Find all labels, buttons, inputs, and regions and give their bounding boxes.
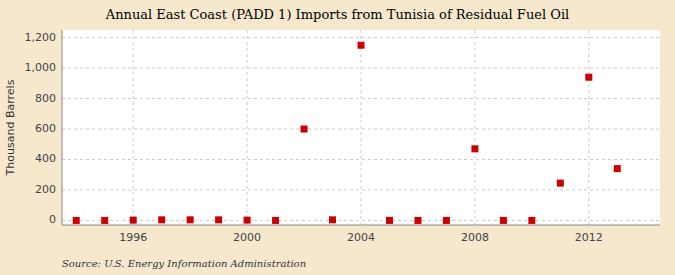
grid-line xyxy=(133,30,134,225)
annotation: Source: U.S. Energy Information Administ… xyxy=(62,258,306,269)
y-tick-label: 600 xyxy=(35,122,56,135)
point xyxy=(557,180,564,187)
y-axis-line xyxy=(62,30,63,225)
point xyxy=(329,216,336,223)
grid xyxy=(62,30,660,225)
point xyxy=(244,217,251,224)
point xyxy=(358,42,365,49)
point xyxy=(73,217,80,224)
point xyxy=(500,217,507,224)
point xyxy=(386,217,393,224)
grid-line xyxy=(247,30,248,225)
point xyxy=(614,165,621,172)
y-tick-label: 1,000 xyxy=(25,61,57,74)
point xyxy=(471,145,478,152)
grid-line xyxy=(588,30,589,225)
x-axis-line xyxy=(62,225,660,226)
point xyxy=(187,216,194,223)
point xyxy=(301,126,308,133)
point xyxy=(101,217,108,224)
y-tick-label: 1,200 xyxy=(25,31,57,44)
points xyxy=(73,42,621,224)
y-tick-label: 400 xyxy=(35,152,56,165)
point xyxy=(272,217,279,224)
grid-line xyxy=(62,220,660,221)
point xyxy=(528,217,535,224)
y-axis-label: Thousand Barrels xyxy=(4,79,17,176)
x-tick-label: 2004 xyxy=(347,231,375,244)
background xyxy=(0,0,675,275)
plot-area xyxy=(62,30,660,225)
x-tick-label: 2012 xyxy=(575,231,603,244)
grid-line xyxy=(62,159,660,160)
y-tick-label: 200 xyxy=(35,183,56,196)
point xyxy=(585,74,592,81)
title: Annual East Coast (PADD 1) Imports from … xyxy=(105,7,569,22)
y-tick-label: 0 xyxy=(49,213,56,226)
x-tick-label: 2008 xyxy=(461,231,489,244)
point xyxy=(215,216,222,223)
point xyxy=(158,216,165,223)
y-tick-label: 800 xyxy=(35,92,56,105)
x-tick-label: 2000 xyxy=(233,231,261,244)
point xyxy=(443,217,450,224)
point xyxy=(130,217,137,224)
x-tick-label: 1996 xyxy=(119,231,147,244)
chart: 0 200 400 600 800 1,000 1,200 1996 2000 2004 2008 2… xyxy=(0,0,675,275)
grid-line xyxy=(361,30,362,225)
grid-line xyxy=(474,30,475,225)
grid-line xyxy=(62,189,660,190)
point xyxy=(414,217,421,224)
